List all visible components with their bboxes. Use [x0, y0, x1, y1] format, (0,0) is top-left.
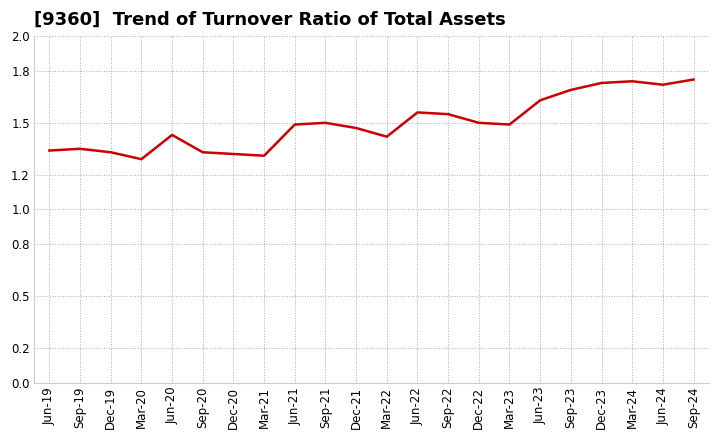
Text: [9360]  Trend of Turnover Ratio of Total Assets: [9360] Trend of Turnover Ratio of Total …	[34, 11, 505, 29]
